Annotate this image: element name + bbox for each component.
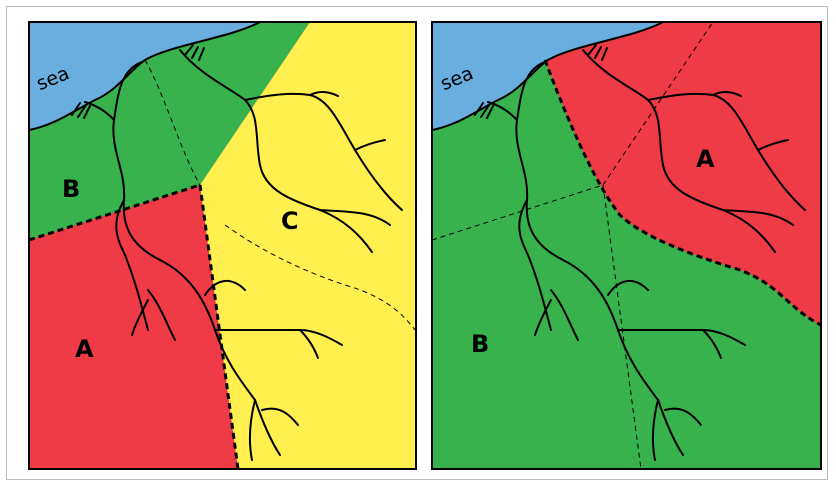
region-label-b-right: B [471,330,489,358]
region-label-a: A [75,335,94,363]
region-c-left [200,22,416,469]
panel-right [432,22,821,469]
region-label-c: C [281,207,299,235]
panel-left [29,22,416,469]
region-a-right [520,22,821,325]
region-label-a-right: A [696,145,715,173]
region-label-b: B [62,175,80,203]
